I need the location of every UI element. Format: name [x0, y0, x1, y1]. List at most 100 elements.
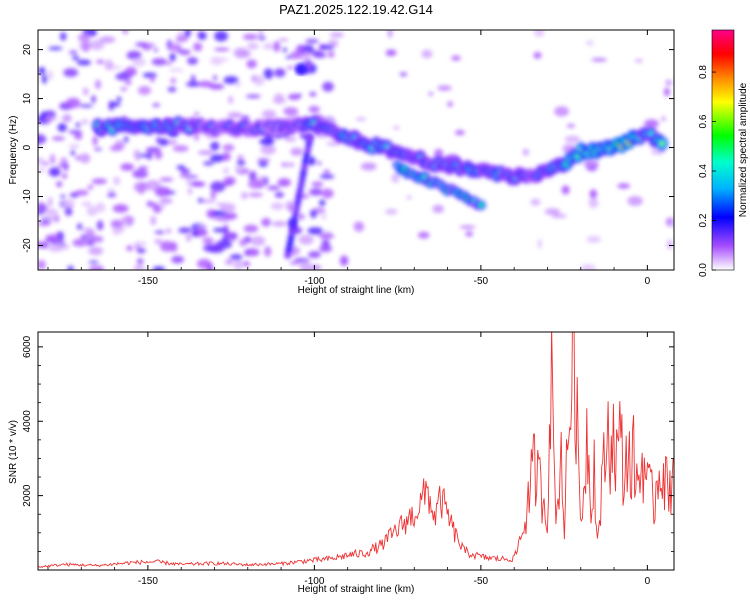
noise-blob — [242, 33, 258, 41]
noise-blob — [166, 228, 172, 234]
noise-blob — [206, 263, 214, 270]
noise-blob — [169, 52, 176, 62]
noise-blob — [289, 261, 299, 265]
noise-blob — [236, 159, 246, 166]
noise-blob — [663, 87, 670, 97]
noise-blob — [261, 109, 277, 119]
colorbar-tick-label: 0.0 — [698, 263, 709, 277]
snr-y-axis-label: SNR (10 * v/v) — [8, 420, 19, 484]
noise-blob — [589, 189, 597, 200]
noise-blob — [391, 173, 400, 183]
noise-blob — [253, 75, 265, 86]
noise-blob — [169, 68, 184, 72]
noise-blob — [199, 199, 216, 204]
noise-blob — [309, 91, 317, 97]
noise-blob — [191, 231, 199, 237]
noise-blob — [399, 72, 408, 77]
noise-blob — [51, 136, 65, 141]
noise-blob — [178, 227, 192, 234]
noise-blob — [86, 239, 95, 246]
noise-blob — [312, 52, 327, 59]
noise-blob — [63, 68, 79, 78]
noise-blob — [522, 148, 529, 156]
streak-blob — [301, 163, 308, 171]
noise-blob — [290, 51, 303, 60]
noise-blob — [56, 181, 63, 188]
colorbar-tick-label: 0.8 — [698, 65, 709, 79]
noise-blob — [39, 167, 45, 173]
noise-blob — [329, 32, 345, 38]
noise-blob — [47, 196, 53, 208]
noise-blob — [297, 93, 302, 98]
noise-blob — [317, 161, 322, 165]
noise-blob — [257, 158, 271, 163]
ridge2-core — [478, 202, 484, 208]
noise-blob — [248, 178, 263, 189]
noise-blob — [96, 220, 104, 231]
noise-blob — [61, 173, 68, 179]
noise-blob — [197, 150, 214, 155]
noise-blob — [266, 41, 272, 51]
noise-blob — [112, 227, 122, 236]
noise-blob — [223, 232, 238, 240]
noise-blob — [126, 50, 142, 60]
noise-blob — [198, 31, 207, 40]
noise-blob — [145, 180, 162, 191]
noise-blob — [62, 114, 72, 123]
noise-blob — [465, 231, 473, 237]
noise-blob — [259, 138, 275, 146]
noise-blob — [172, 145, 189, 152]
noise-blob — [247, 42, 259, 50]
noise-blob — [160, 240, 174, 252]
streak-blob — [284, 251, 292, 259]
noise-blob — [272, 221, 287, 227]
snr-x-tick-label: -150 — [138, 576, 158, 587]
noise-blob — [193, 133, 200, 141]
spectrogram-dominant-ridge — [91, 116, 668, 186]
noise-blob — [75, 122, 81, 128]
noise-blob — [68, 50, 78, 55]
noise-blob — [120, 87, 128, 92]
noise-blob — [319, 245, 333, 253]
noise-blob — [209, 154, 225, 163]
streak-blob — [289, 222, 297, 230]
noise-blob — [455, 130, 465, 136]
noise-blob — [116, 96, 122, 102]
noise-blob — [224, 212, 238, 220]
spectrogram-x-tick-label: 0 — [645, 276, 651, 287]
noise-blob — [551, 214, 567, 218]
noise-blob — [385, 49, 397, 57]
noise-blob — [234, 165, 245, 171]
noise-blob — [583, 160, 599, 168]
noise-blob — [49, 167, 61, 177]
noise-blob — [152, 205, 162, 214]
noise-blob — [286, 162, 291, 167]
noise-blob — [142, 72, 157, 78]
noise-blob — [91, 265, 101, 269]
noise-blob — [76, 59, 92, 66]
noise-blob — [220, 203, 236, 213]
noise-blob — [45, 115, 53, 122]
noise-blob — [113, 176, 121, 186]
noise-blob — [305, 39, 319, 44]
noise-blob — [213, 75, 217, 81]
noise-blob — [229, 254, 243, 261]
noise-blob — [108, 100, 115, 111]
noise-blob — [137, 258, 144, 265]
noise-blob — [282, 47, 288, 53]
noise-blob — [286, 66, 296, 70]
noise-blob — [210, 181, 226, 193]
noise-blob — [222, 144, 235, 152]
noise-blob — [152, 266, 166, 270]
noise-blob — [132, 58, 146, 67]
colorbar-tick-label: 0.2 — [698, 213, 709, 227]
noise-blob — [151, 58, 167, 66]
noise-blob — [259, 175, 265, 186]
noise-blob — [667, 239, 672, 250]
snr-x-tick-label: -100 — [304, 576, 324, 587]
noise-blob — [554, 106, 569, 117]
noise-blob — [38, 222, 51, 226]
noise-blob — [302, 44, 314, 53]
noise-blob — [135, 245, 140, 249]
